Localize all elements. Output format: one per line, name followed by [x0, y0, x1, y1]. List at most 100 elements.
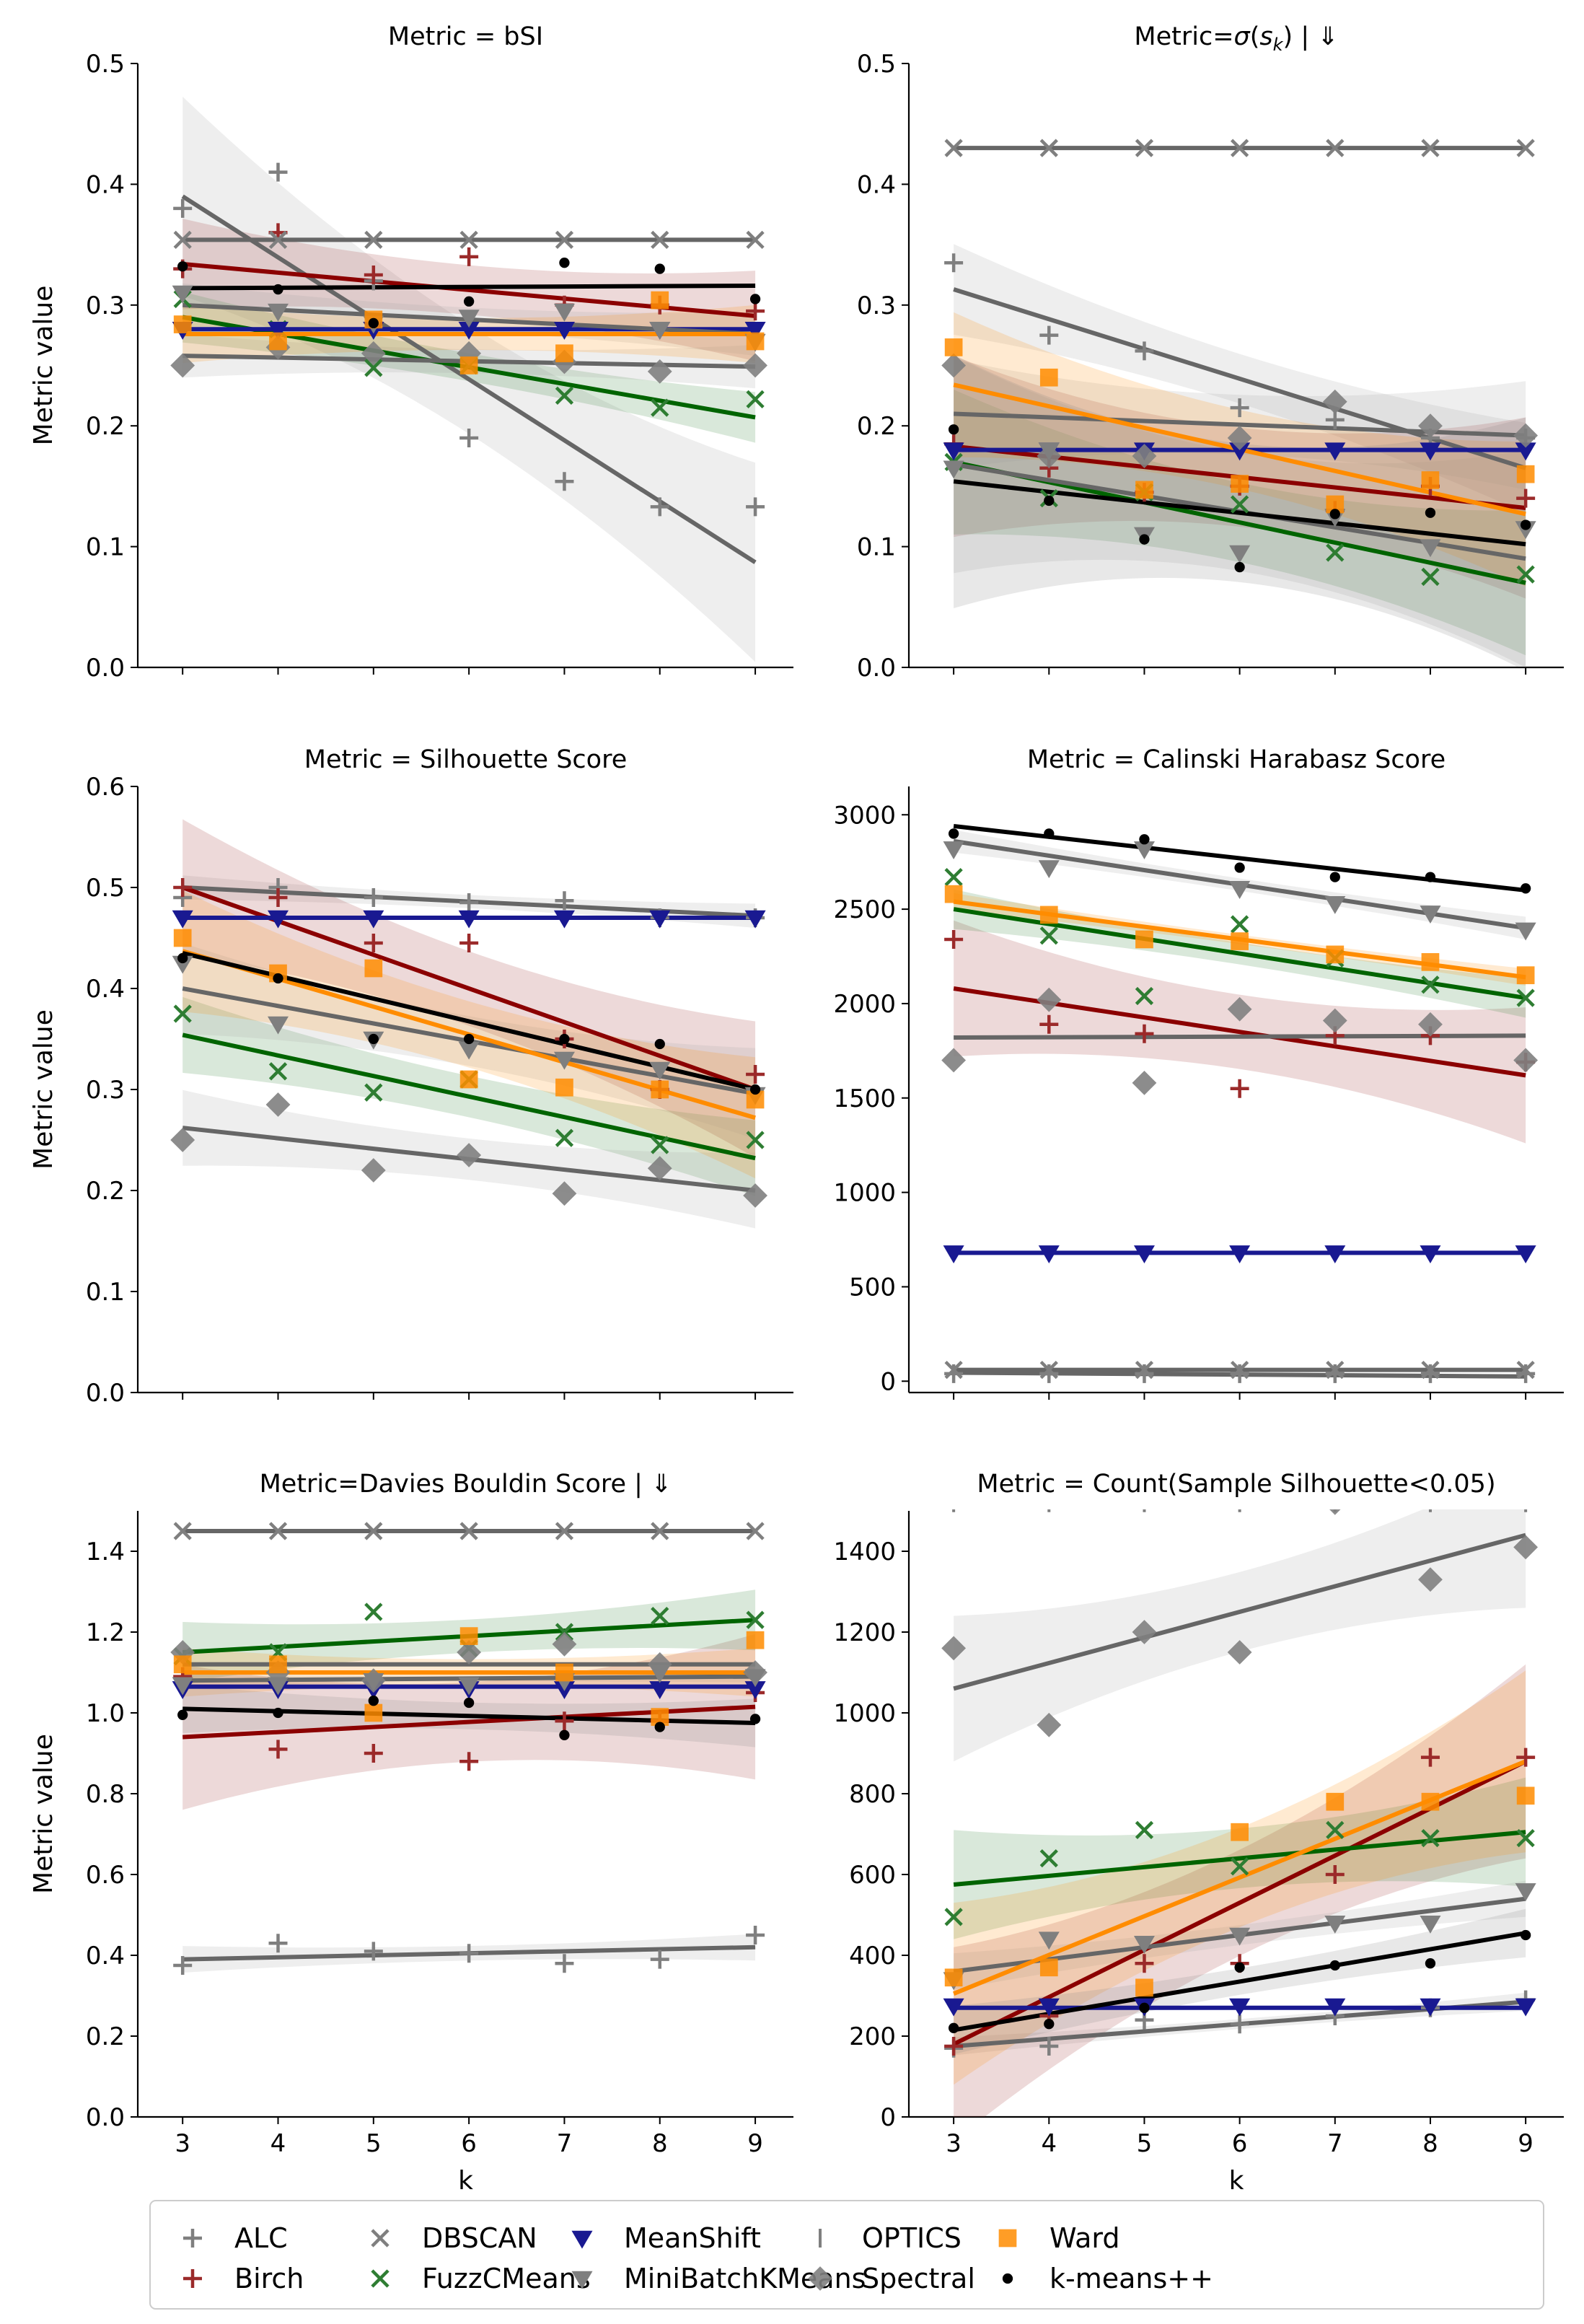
point-ward: [173, 929, 192, 947]
y-tick-label: 0.2: [86, 2022, 125, 2051]
point-ward: [364, 959, 383, 978]
point-fuzzcmeans: [651, 1136, 669, 1154]
y-tick-label: 0.2: [86, 412, 125, 441]
point-k-means: [1329, 509, 1340, 519]
point-alc: [268, 162, 288, 182]
point-fuzzcmeans: [555, 386, 574, 405]
point-ward: [1516, 1786, 1535, 1805]
legend-marker-meanshift: [571, 2230, 593, 2249]
y-tick-label: 1.0: [86, 1699, 125, 1728]
point-k-means: [559, 1033, 570, 1045]
legend-marker-minibatchkmeans: [571, 2271, 593, 2289]
point-spectral: [361, 341, 386, 366]
point-fuzzcmeans: [1135, 1820, 1154, 1840]
regression-line-fuzzcmeans: [182, 1032, 756, 1161]
point-alc: [364, 888, 383, 907]
point-ward: [1326, 945, 1345, 964]
point-minibatchkmeans: [1229, 545, 1251, 564]
x-tick-label: 3: [175, 2129, 190, 2158]
point-ward: [459, 1070, 478, 1089]
point-minibatchkmeans: [1229, 881, 1251, 899]
point-birch: [1039, 1014, 1059, 1034]
point-minibatchkmeans: [458, 310, 480, 328]
point-birch: [459, 1752, 479, 1771]
y-tick-label: 1400: [833, 1538, 896, 1566]
legend-marker-birch: [183, 2269, 202, 2288]
point-birch: [459, 247, 479, 266]
point-meanshift: [1324, 1998, 1346, 2017]
point-birch: [364, 265, 383, 284]
x-tick-label: 9: [747, 2129, 763, 2158]
point-birch: [1325, 1865, 1345, 1884]
point-k-means: [1425, 507, 1436, 518]
y-tick-label: 0.4: [86, 170, 125, 199]
point-dbscan: [746, 230, 765, 250]
panel-grid: Metric = bSI 0.0 0.1 0.2 0.3 0.4 0.5 Metric val…: [29, 22, 1564, 2196]
point-meanshift: [744, 910, 766, 929]
legend-entry-meanshift: MeanShift: [571, 2222, 761, 2254]
legend-entry-ward: Ward: [998, 2222, 1120, 2254]
point-spectral: [1132, 444, 1157, 468]
y-tick-label: 1200: [833, 1618, 896, 1647]
point-dbscan: [459, 230, 478, 250]
panel-title-tail: ) | ⇓: [1283, 22, 1339, 51]
point-minibatchkmeans: [1420, 1915, 1441, 1934]
point-fuzzcmeans: [1421, 975, 1440, 994]
point-fuzzcmeans: [1421, 1828, 1440, 1848]
point-birch: [746, 302, 765, 321]
x-tick-label: 4: [270, 2129, 286, 2158]
point-alc: [173, 1956, 193, 1975]
point-spectral: [1132, 1070, 1157, 1095]
point-fuzzcmeans: [364, 1602, 383, 1621]
point-birch: [364, 1744, 383, 1763]
point-ward: [944, 1968, 963, 1987]
point-minibatchkmeans: [1420, 906, 1441, 924]
point-k-means: [1329, 1960, 1340, 1971]
point-ward: [555, 344, 573, 363]
point-alc: [1039, 325, 1059, 345]
point-meanshift: [267, 910, 289, 929]
point-ward: [1421, 471, 1440, 489]
legend-marker-dbscan: [371, 2229, 390, 2248]
point-spectral: [1513, 1048, 1539, 1073]
point-fuzzcmeans: [746, 390, 765, 409]
y-tick-label: 0.4: [857, 170, 896, 199]
panel-title-sub: k: [1273, 35, 1284, 55]
point-dbscan: [555, 1522, 574, 1540]
point-dbscan: [1230, 139, 1249, 157]
y-tick-label: 1000: [833, 1179, 896, 1208]
point-ward: [1326, 1792, 1345, 1811]
y-axis-label: Metric value: [29, 1734, 58, 1894]
point-meanshift: [1420, 1998, 1441, 2017]
point-ward: [1516, 966, 1535, 985]
point-spectral: [647, 359, 672, 384]
point-dbscan: [1039, 1360, 1058, 1380]
point-alc: [1135, 1364, 1154, 1383]
point-k-means: [1234, 862, 1245, 873]
point-ward: [269, 1655, 287, 1674]
point-birch: [364, 934, 383, 952]
point-fuzzcmeans: [746, 1610, 765, 1629]
point-alc: [650, 1950, 669, 1969]
regression-line-spectral: [954, 1033, 1526, 1040]
point-dbscan: [1421, 1360, 1440, 1380]
x-tick-label: 8: [1422, 2129, 1438, 2158]
point-k-means: [749, 1084, 761, 1095]
point-minibatchkmeans: [267, 1016, 289, 1035]
point-k-means: [177, 261, 188, 272]
y-tick-label: 3000: [833, 801, 896, 830]
point-dbscan: [1135, 139, 1154, 157]
point-birch: [944, 929, 964, 949]
legend-label: DBSCAN: [422, 2222, 537, 2254]
point-spectral: [457, 1143, 482, 1167]
y-tick-label: 0.1: [857, 533, 896, 562]
point-spectral: [743, 1183, 767, 1208]
point-alc: [1420, 1364, 1440, 1383]
point-k-means: [559, 1729, 570, 1740]
legend-entry-spectral: Spectral: [808, 2263, 975, 2294]
panel-title-s: s: [1259, 22, 1272, 51]
point-birch: [459, 934, 479, 952]
point-k-means: [559, 258, 570, 268]
point-minibatchkmeans: [1133, 1935, 1155, 1954]
panel-metric-silhouette-score: Metric = Silhouette Score 0.0 0.1 0.2 0.3 0.4…: [29, 745, 793, 1408]
